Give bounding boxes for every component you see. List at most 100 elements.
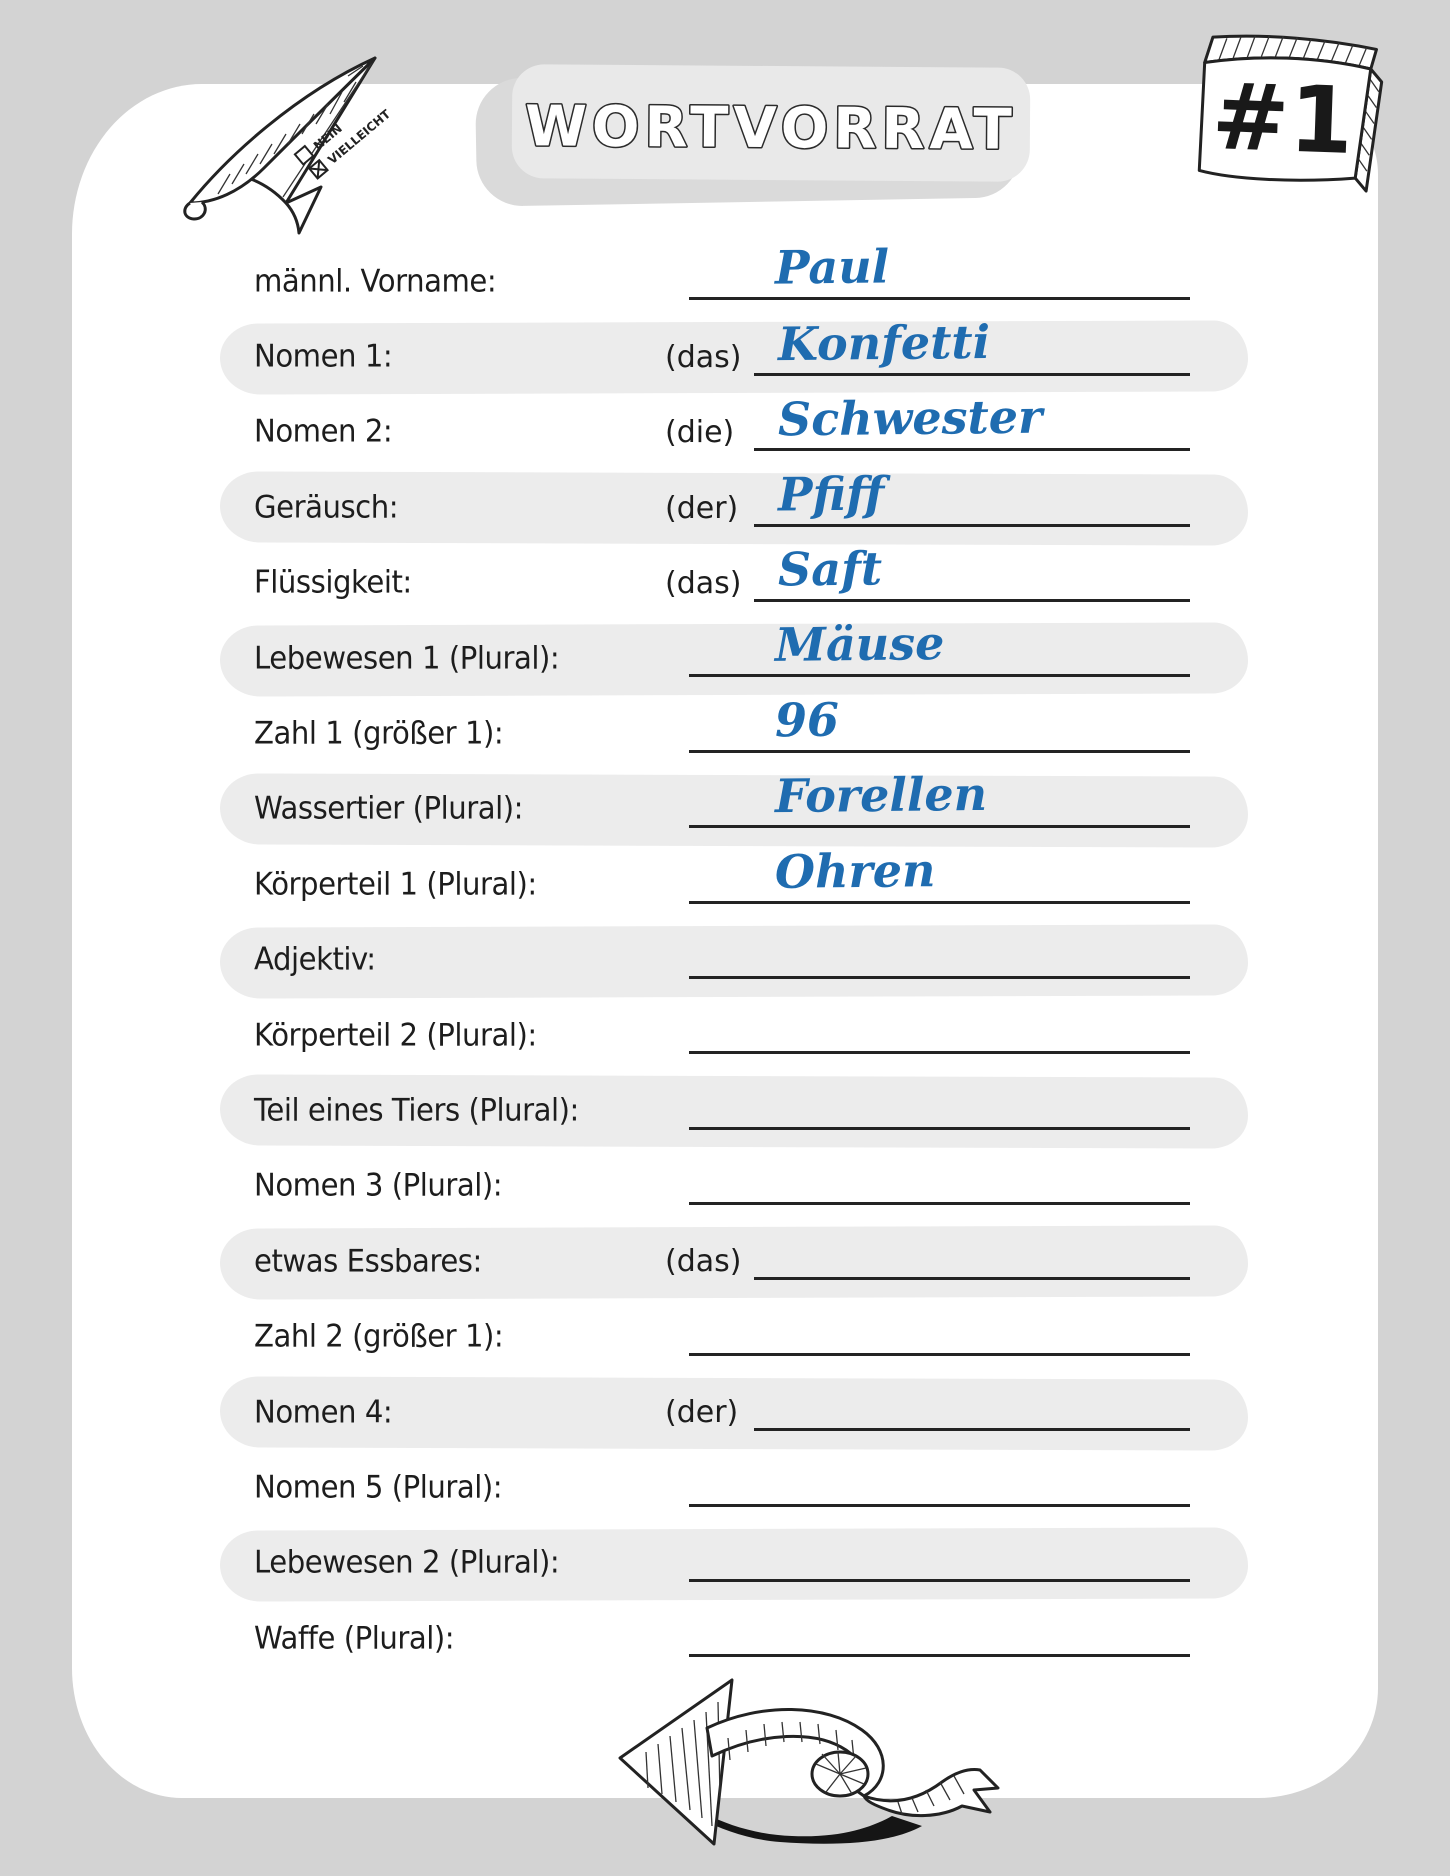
row-label: Lebewesen 2 (Plural):	[254, 1544, 560, 1581]
handwritten-value: 96	[774, 692, 840, 748]
fill-in-line[interactable]: Mäuse	[689, 616, 1190, 678]
word-row: Teil eines Tiers (Plural):	[220, 1074, 1248, 1149]
fill-in-line[interactable]	[689, 1603, 1190, 1658]
row-answer-area: Paul	[665, 240, 1190, 301]
row-article: (der)	[665, 490, 739, 526]
arrow-tail-ribbon	[862, 1768, 1000, 1818]
arrow-tail-hatch	[897, 1775, 965, 1815]
row-label: männl. Vorname:	[254, 263, 497, 300]
fill-in-line[interactable]: Paul	[689, 240, 1190, 301]
fill-in-line[interactable]: Pfiff	[754, 466, 1190, 527]
page-title: WORTVORRAT	[525, 94, 1017, 162]
fill-in-line[interactable]	[689, 1076, 1190, 1130]
word-row: Lebewesen 1 (Plural): Mäuse	[220, 616, 1248, 697]
row-answer-area: 96	[665, 692, 1190, 753]
handwritten-value: Ohren	[774, 842, 936, 899]
row-answer-area: (das) Konfetti	[665, 315, 1190, 376]
calendar-top-hatch	[1218, 35, 1368, 67]
row-article: (das)	[665, 1244, 742, 1280]
word-row: Nomen 5 (Plural):	[220, 1451, 1248, 1526]
fill-in-line[interactable]	[754, 1377, 1190, 1432]
row-answer-area	[665, 1151, 1190, 1206]
checkbox-x-mark	[310, 161, 327, 178]
row-label: Nomen 5 (Plural):	[254, 1469, 503, 1506]
row-answer-area	[665, 1000, 1190, 1055]
handwritten-value: Mäuse	[774, 616, 945, 673]
fill-in-line[interactable]: Schwester	[754, 390, 1190, 452]
word-row: Nomen 1: (das) Konfetti	[220, 315, 1248, 395]
plane-curl	[183, 200, 207, 221]
word-row: Zahl 2 (größer 1):	[220, 1300, 1248, 1375]
badge-number: #1	[1210, 63, 1355, 175]
calendar-badge-doodle: #1	[1197, 34, 1384, 193]
row-label: etwas Essbares:	[254, 1243, 482, 1280]
handwritten-value: Pfiff	[777, 466, 885, 522]
row-answer-area: (das)	[665, 1226, 1190, 1281]
handwritten-value: Paul	[774, 239, 890, 295]
row-article: (die)	[665, 415, 735, 451]
row-label: Körperteil 2 (Plural):	[254, 1017, 537, 1054]
row-label: Geräusch:	[254, 489, 399, 526]
row-article: (das)	[665, 339, 742, 375]
fill-in-line[interactable]	[754, 1226, 1190, 1281]
back-arrow-doodle	[618, 1678, 1000, 1846]
fill-in-line[interactable]: Forellen	[689, 767, 1190, 829]
row-label: Nomen 3 (Plural):	[254, 1167, 503, 1204]
handwritten-value: Schwester	[777, 389, 1043, 447]
word-row: Körperteil 1 (Plural): Ohren	[220, 843, 1248, 923]
fill-in-line[interactable]: Saft	[754, 541, 1190, 602]
word-row: etwas Essbares: (das)	[220, 1225, 1248, 1300]
word-row: Lebewesen 2 (Plural):	[220, 1527, 1248, 1602]
plane-hatching	[217, 65, 364, 195]
row-answer-area	[665, 1603, 1190, 1658]
arrow-curl-hatch	[815, 1751, 867, 1795]
row-answer-area	[665, 925, 1190, 979]
word-row: Adjektiv:	[220, 924, 1248, 999]
word-row: Zahl 1 (größer 1): 96	[220, 692, 1248, 772]
row-answer-area: Ohren	[665, 843, 1190, 904]
row-article: (der)	[665, 1395, 739, 1431]
title-svg: WORTVORRAT	[523, 93, 1018, 164]
fill-in-line[interactable]	[689, 925, 1190, 979]
row-label: Nomen 1:	[254, 338, 393, 375]
word-list: männl. Vorname: Paul Nomen 1: (das) Konf…	[220, 240, 1248, 1677]
word-row: Körperteil 2 (Plural):	[220, 999, 1248, 1074]
row-answer-area: (der) Pfiff	[665, 466, 1190, 527]
row-label: Körperteil 1 (Plural):	[254, 866, 537, 903]
row-answer-area	[665, 1302, 1190, 1356]
fill-in-line[interactable]: 96	[689, 692, 1190, 753]
row-label: Zahl 2 (größer 1):	[254, 1318, 504, 1355]
handwritten-value: Konfetti	[777, 314, 991, 371]
fill-in-line[interactable]	[689, 1453, 1190, 1507]
word-row: Waffe (Plural):	[220, 1602, 1248, 1677]
fill-in-line[interactable]	[689, 1000, 1190, 1055]
fill-in-line[interactable]	[689, 1151, 1190, 1206]
calendar-face	[1197, 56, 1373, 182]
row-label: Nomen 2:	[254, 414, 393, 451]
word-row: Wassertier (Plural): Forellen	[220, 767, 1248, 848]
fill-in-line[interactable]: Konfetti	[754, 315, 1190, 376]
arrow-shadow	[638, 1770, 922, 1844]
word-row: Geräusch: (der) Pfiff	[220, 466, 1248, 546]
plane-wing	[188, 56, 377, 205]
row-label: Zahl 1 (größer 1):	[254, 715, 504, 752]
handwritten-value: Forellen	[774, 767, 988, 824]
checkbox-empty	[293, 144, 315, 166]
fill-in-line[interactable]: Ohren	[689, 843, 1190, 904]
row-label: Wassertier (Plural):	[254, 790, 524, 827]
arrow-head	[618, 1678, 734, 1846]
word-row: Nomen 3 (Plural):	[220, 1150, 1248, 1225]
calendar-side-hatch	[1357, 78, 1380, 172]
row-label: Teil eines Tiers (Plural):	[254, 1092, 579, 1129]
row-label: Nomen 4:	[254, 1394, 393, 1431]
word-row: männl. Vorname: Paul	[220, 240, 1248, 320]
word-row: Nomen 2: (die) Schwester	[220, 390, 1248, 471]
fill-in-line[interactable]	[689, 1528, 1190, 1583]
row-answer-area: Mäuse	[665, 616, 1190, 678]
fill-in-line[interactable]	[689, 1302, 1190, 1356]
row-answer-area: (das) Saft	[665, 541, 1190, 602]
word-row: Nomen 4: (der)	[220, 1376, 1248, 1451]
row-label: Waffe (Plural):	[254, 1620, 455, 1657]
row-label: Adjektiv:	[254, 941, 376, 978]
